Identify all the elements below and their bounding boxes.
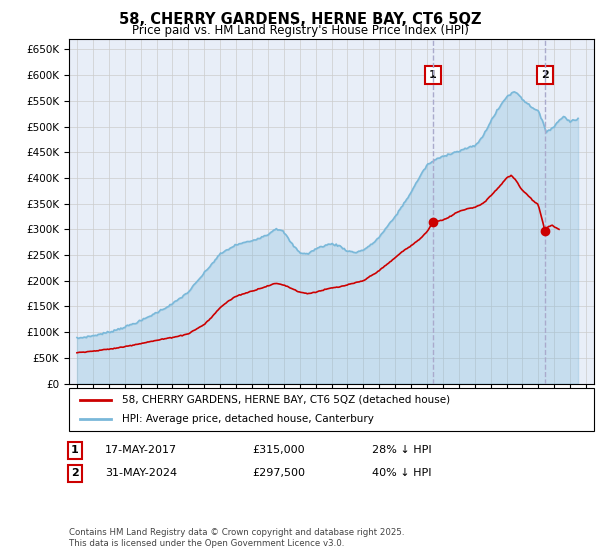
Text: 2: 2	[71, 468, 79, 478]
Text: 58, CHERRY GARDENS, HERNE BAY, CT6 5QZ (detached house): 58, CHERRY GARDENS, HERNE BAY, CT6 5QZ (…	[121, 395, 449, 405]
Text: 58, CHERRY GARDENS, HERNE BAY, CT6 5QZ: 58, CHERRY GARDENS, HERNE BAY, CT6 5QZ	[119, 12, 481, 27]
Text: Price paid vs. HM Land Registry's House Price Index (HPI): Price paid vs. HM Land Registry's House …	[131, 24, 469, 36]
Text: 40% ↓ HPI: 40% ↓ HPI	[372, 468, 431, 478]
Text: 1: 1	[71, 445, 79, 455]
Text: 31-MAY-2024: 31-MAY-2024	[105, 468, 177, 478]
Text: £297,500: £297,500	[252, 468, 305, 478]
Text: HPI: Average price, detached house, Canterbury: HPI: Average price, detached house, Cant…	[121, 414, 373, 424]
FancyBboxPatch shape	[69, 388, 594, 431]
Text: 28% ↓ HPI: 28% ↓ HPI	[372, 445, 431, 455]
Text: 1: 1	[429, 71, 437, 81]
Text: Contains HM Land Registry data © Crown copyright and database right 2025.
This d: Contains HM Land Registry data © Crown c…	[69, 528, 404, 548]
Text: £315,000: £315,000	[252, 445, 305, 455]
Text: 17-MAY-2017: 17-MAY-2017	[105, 445, 177, 455]
Text: 2: 2	[541, 71, 549, 81]
